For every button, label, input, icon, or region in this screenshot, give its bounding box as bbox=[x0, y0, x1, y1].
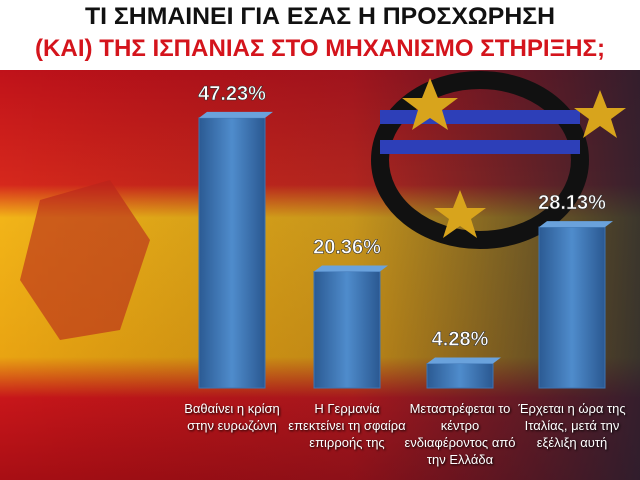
header bbox=[0, 0, 640, 70]
euro-bar bbox=[380, 140, 580, 154]
bar-top bbox=[427, 357, 501, 364]
bar bbox=[538, 226, 606, 389]
bar-top bbox=[199, 111, 273, 118]
euro-sign bbox=[371, 71, 589, 249]
category-label: Μεταστρέφεται το κέντρο ενδιαφέροντος απ… bbox=[404, 401, 516, 467]
bar bbox=[426, 363, 494, 389]
bar-top bbox=[314, 265, 388, 272]
value-label: 28.13% bbox=[538, 192, 606, 214]
chart-title: ΤΙ ΣΗΜΑΙΝΕΙ ΓΙΑ ΕΣΑΣ Η ΠΡΟΣΧΩΡΗΣΗ bbox=[85, 3, 555, 30]
category-label: Έρχεται η ώρα της Ιταλίας, μετά την εξέλ… bbox=[518, 401, 626, 450]
bar bbox=[198, 117, 266, 389]
coat-of-arms bbox=[20, 180, 150, 340]
bar-top bbox=[539, 221, 613, 228]
chart-subtitle: (ΚΑΙ) ΤΗΣ ΙΣΠΑΝΙΑΣ ΣΤΟ ΜΗΧΑΝΙΣΜΟ ΣΤΗΡΙΞΗ… bbox=[35, 35, 605, 62]
stars bbox=[402, 78, 626, 238]
value-label: 20.36% bbox=[313, 237, 381, 259]
category-label: Βαθαίνει η κρίση στην ευρωζώνη bbox=[184, 401, 280, 433]
value-label: 4.28% bbox=[432, 329, 489, 351]
category-label: Η Γερμανία επεκτείνει τη σφαίρα επιρροής… bbox=[288, 401, 406, 450]
value-label: 47.23% bbox=[198, 83, 266, 105]
bar bbox=[313, 271, 381, 389]
euro-bar bbox=[380, 110, 580, 124]
